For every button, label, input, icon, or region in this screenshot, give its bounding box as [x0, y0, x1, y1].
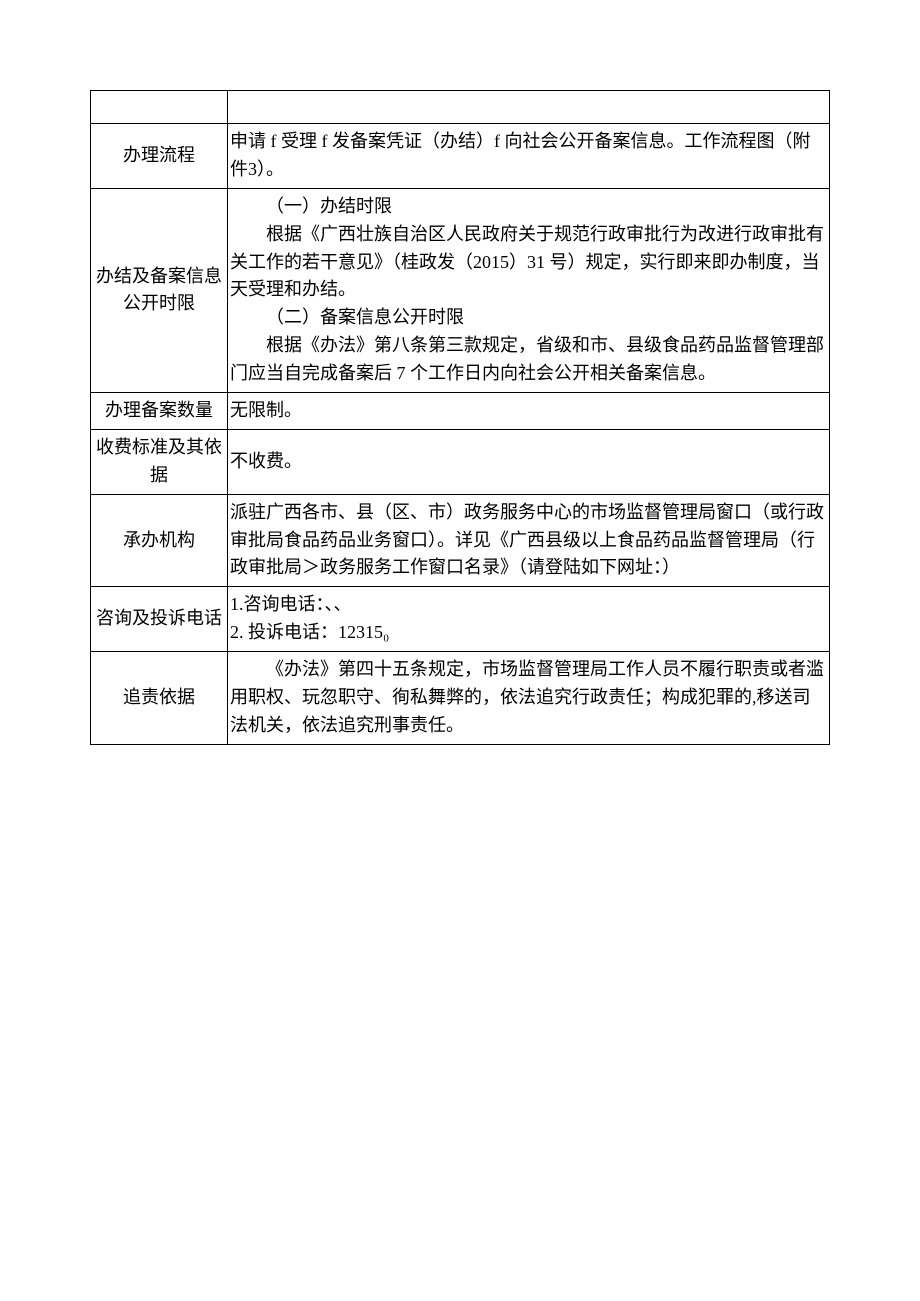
table-row: 收费标准及其依据不收费。	[91, 429, 830, 494]
row-label: 追责依据	[91, 652, 228, 745]
row-content: 无限制。	[228, 393, 830, 430]
table-row: 办理备案数量无限制。	[91, 393, 830, 430]
content-line: 申请 f 受理 f 发备案凭证（办结）f 向社会公开备案信息。工作流程图（附件3…	[230, 128, 827, 184]
info-table: 办理流程申请 f 受理 f 发备案凭证（办结）f 向社会公开备案信息。工作流程图…	[90, 90, 830, 745]
row-label: 办理流程	[91, 124, 228, 189]
row-content: 申请 f 受理 f 发备案凭证（办结）f 向社会公开备案信息。工作流程图（附件3…	[228, 124, 830, 189]
table-row: 办理流程申请 f 受理 f 发备案凭证（办结）f 向社会公开备案信息。工作流程图…	[91, 124, 830, 189]
row-content: （一）办结时限根据《广西壮族自治区人民政府关于规范行政审批行为改进行政审批有关工…	[228, 188, 830, 392]
row-label: 办理备案数量	[91, 393, 228, 430]
row-content	[228, 91, 830, 124]
row-label: 咨询及投诉电话	[91, 587, 228, 652]
table-row: 追责依据《办法》第四十五条规定，市场监督管理局工作人员不履行职责或者滥用职权、玩…	[91, 652, 830, 745]
table-row: 承办机构派驻广西各市、县（区、市）政务服务中心的市场监督管理局窗口（或行政审批局…	[91, 494, 830, 587]
content-line: 派驻广西各市、县（区、市）政务服务中心的市场监督管理局窗口（或行政审批局食品药品…	[230, 499, 827, 583]
row-content: 1.咨询电话：、、2. 投诉电话：12315₀	[228, 587, 830, 652]
content-line: （一）办结时限	[230, 193, 827, 221]
row-content: 不收费。	[228, 429, 830, 494]
row-label: 承办机构	[91, 494, 228, 587]
content-line: 不收费。	[230, 448, 827, 476]
content-line: 无限制。	[230, 397, 827, 425]
table-body: 办理流程申请 f 受理 f 发备案凭证（办结）f 向社会公开备案信息。工作流程图…	[91, 91, 830, 745]
content-line: 2. 投诉电话：12315₀	[230, 619, 827, 647]
content-line: 根据《办法》第八条第三款规定，省级和市、县级食品药品监督管理部门应当自完成备案后…	[230, 332, 827, 388]
content-line: （二）备案信息公开时限	[230, 304, 827, 332]
content-line: 《办法》第四十五条规定，市场监督管理局工作人员不履行职责或者滥用职权、玩忽职守、…	[230, 656, 827, 740]
row-label	[91, 91, 228, 124]
table-row: 咨询及投诉电话1.咨询电话：、、2. 投诉电话：12315₀	[91, 587, 830, 652]
row-label: 办结及备案信息公开时限	[91, 188, 228, 392]
content-line: 1.咨询电话：、、	[230, 591, 827, 619]
table-row	[91, 91, 830, 124]
table-row: 办结及备案信息公开时限（一）办结时限根据《广西壮族自治区人民政府关于规范行政审批…	[91, 188, 830, 392]
row-content: 《办法》第四十五条规定，市场监督管理局工作人员不履行职责或者滥用职权、玩忽职守、…	[228, 652, 830, 745]
row-label: 收费标准及其依据	[91, 429, 228, 494]
document-page: 办理流程申请 f 受理 f 发备案凭证（办结）f 向社会公开备案信息。工作流程图…	[0, 0, 920, 1301]
content-line: 根据《广西壮族自治区人民政府关于规范行政审批行为改进行政审批有关工作的若干意见》…	[230, 221, 827, 305]
row-content: 派驻广西各市、县（区、市）政务服务中心的市场监督管理局窗口（或行政审批局食品药品…	[228, 494, 830, 587]
